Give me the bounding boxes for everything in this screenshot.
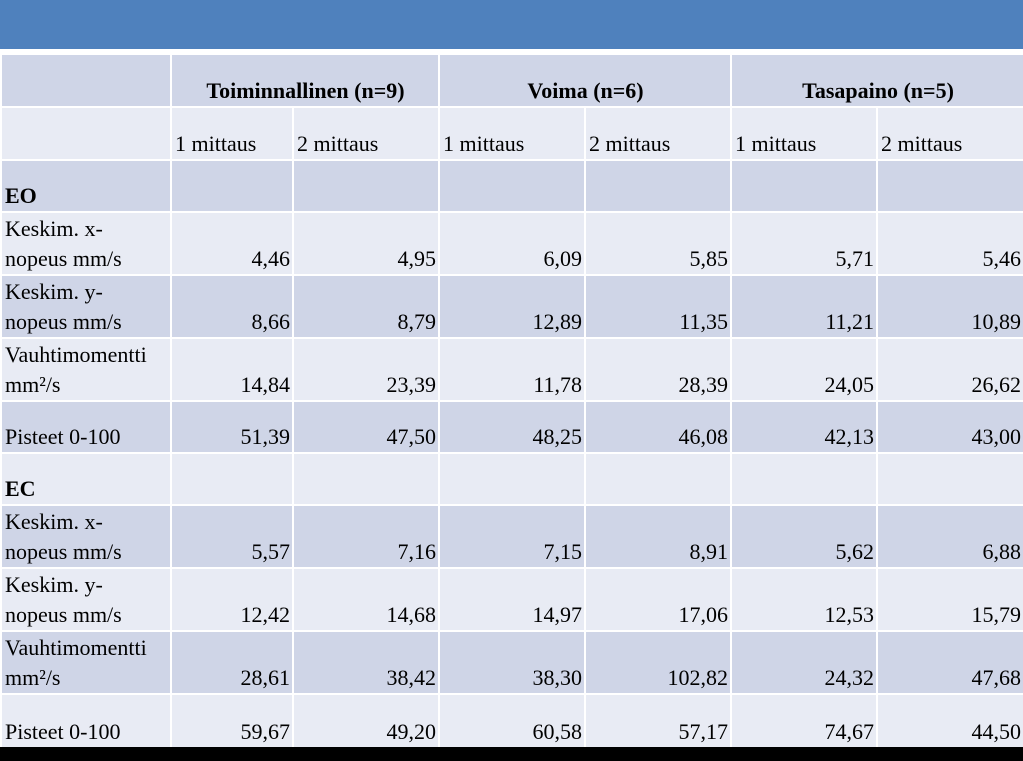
section-title: EO xyxy=(0,159,172,213)
subheader-cell: 1 mittaus xyxy=(730,106,879,161)
table-row: Keskim. y-nopeus mm/s 12,42 14,68 14,97 … xyxy=(0,567,1023,632)
value-cell: 38,42 xyxy=(291,630,441,695)
section-title: EC xyxy=(0,452,172,506)
row-label: Pisteet 0-100 xyxy=(0,693,172,747)
subheader-blank xyxy=(0,106,172,161)
value-cell: 4,46 xyxy=(170,211,294,276)
row-label: Vauhtimomentti mm²/s xyxy=(0,337,172,402)
value-cell: 49,20 xyxy=(291,693,441,747)
value-cell: 46,08 xyxy=(584,400,733,454)
table-row: Pisteet 0-100 59,67 49,20 60,58 57,17 74… xyxy=(0,693,1023,747)
value-cell: 4,95 xyxy=(291,211,441,276)
value-cell: 5,85 xyxy=(584,211,733,276)
value-cell: 74,67 xyxy=(730,693,879,747)
row-label: Pisteet 0-100 xyxy=(0,400,172,454)
value-cell: 43,00 xyxy=(876,400,1023,454)
group-header-tasapaino: Tasapaino (n=5) xyxy=(730,53,1023,108)
value-cell: 28,61 xyxy=(170,630,294,695)
row-label: Keskim. x-nopeus mm/s xyxy=(0,504,172,569)
subheader-cell: 1 mittaus xyxy=(170,106,294,161)
value-cell: 26,62 xyxy=(876,337,1023,402)
table-row: Pisteet 0-100 51,39 47,50 48,25 46,08 42… xyxy=(0,400,1023,454)
value-cell: 24,32 xyxy=(730,630,879,695)
subheader-cell: 2 mittaus xyxy=(584,106,733,161)
table-row: Keskim. y-nopeus mm/s 8,66 8,79 12,89 11… xyxy=(0,274,1023,339)
value-cell: 5,62 xyxy=(730,504,879,569)
value-cell: 7,16 xyxy=(291,504,441,569)
value-cell: 44,50 xyxy=(876,693,1023,747)
value-cell: 12,42 xyxy=(170,567,294,632)
corner-cell xyxy=(0,53,172,108)
section-row-eo: EO xyxy=(0,159,1023,213)
value-cell: 47,68 xyxy=(876,630,1023,695)
subheader-cell: 2 mittaus xyxy=(291,106,441,161)
value-cell: 5,71 xyxy=(730,211,879,276)
row-label: Keskim. y-nopeus mm/s xyxy=(0,567,172,632)
value-cell: 5,46 xyxy=(876,211,1023,276)
table-row: Keskim. x-nopeus mm/s 5,57 7,16 7,15 8,9… xyxy=(0,504,1023,569)
value-cell: 8,91 xyxy=(584,504,733,569)
section-row-ec: EC xyxy=(0,452,1023,506)
value-cell: 14,68 xyxy=(291,567,441,632)
row-label: Vauhtimomentti mm²/s xyxy=(0,630,172,695)
value-cell: 59,67 xyxy=(170,693,294,747)
value-cell: 8,79 xyxy=(291,274,441,339)
value-cell: 10,89 xyxy=(876,274,1023,339)
value-cell: 60,58 xyxy=(438,693,587,747)
value-cell: 17,06 xyxy=(584,567,733,632)
results-table: Toiminnallinen (n=9) Voima (n=6) Tasapai… xyxy=(0,53,1023,747)
table-row: Vauhtimomentti mm²/s 14,84 23,39 11,78 28… xyxy=(0,337,1023,402)
value-cell: 15,79 xyxy=(876,567,1023,632)
value-cell: 48,25 xyxy=(438,400,587,454)
value-cell: 51,39 xyxy=(170,400,294,454)
value-cell: 14,97 xyxy=(438,567,587,632)
table-row: Vauhtimomentti mm²/s 28,61 38,42 38,30 10… xyxy=(0,630,1023,695)
value-cell: 11,78 xyxy=(438,337,587,402)
value-cell: 7,15 xyxy=(438,504,587,569)
title-bar xyxy=(0,0,1023,52)
value-cell: 8,66 xyxy=(170,274,294,339)
subheader-cell: 1 mittaus xyxy=(438,106,587,161)
subheader-cell: 2 mittaus xyxy=(876,106,1023,161)
value-cell: 24,05 xyxy=(730,337,879,402)
value-cell: 12,53 xyxy=(730,567,879,632)
group-header-row: Toiminnallinen (n=9) Voima (n=6) Tasapai… xyxy=(0,53,1023,108)
value-cell: 11,21 xyxy=(730,274,879,339)
value-cell: 42,13 xyxy=(730,400,879,454)
value-cell: 23,39 xyxy=(291,337,441,402)
value-cell: 47,50 xyxy=(291,400,441,454)
group-header-toiminnallinen: Toiminnallinen (n=9) xyxy=(169,53,441,108)
subheader-row: 1 mittaus 2 mittaus 1 mittaus 2 mittaus … xyxy=(0,106,1023,161)
value-cell: 6,09 xyxy=(438,211,587,276)
value-cell: 57,17 xyxy=(584,693,733,747)
row-label: Keskim. x-nopeus mm/s xyxy=(0,211,172,276)
group-header-voima: Voima (n=6) xyxy=(438,53,733,108)
value-cell: 5,57 xyxy=(170,504,294,569)
row-label: Keskim. y-nopeus mm/s xyxy=(0,274,172,339)
table-row: Keskim. x-nopeus mm/s 4,46 4,95 6,09 5,8… xyxy=(0,211,1023,276)
value-cell: 14,84 xyxy=(170,337,294,402)
value-cell: 11,35 xyxy=(584,274,733,339)
value-cell: 12,89 xyxy=(438,274,587,339)
value-cell: 28,39 xyxy=(584,337,733,402)
value-cell: 6,88 xyxy=(876,504,1023,569)
value-cell: 102,82 xyxy=(584,630,733,695)
value-cell: 38,30 xyxy=(438,630,587,695)
